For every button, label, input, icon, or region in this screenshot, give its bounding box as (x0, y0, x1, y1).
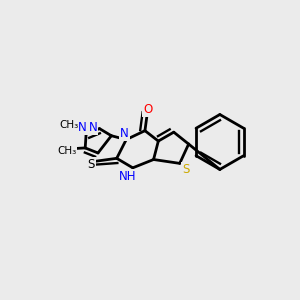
Text: N: N (120, 127, 129, 140)
Text: S: S (87, 158, 94, 171)
Text: NH: NH (119, 170, 136, 183)
Text: O: O (143, 103, 152, 116)
Text: S: S (182, 163, 189, 176)
Text: N: N (78, 121, 87, 134)
Text: N: N (88, 121, 97, 134)
Text: CH₃: CH₃ (57, 146, 76, 157)
Text: CH₃: CH₃ (59, 120, 78, 130)
